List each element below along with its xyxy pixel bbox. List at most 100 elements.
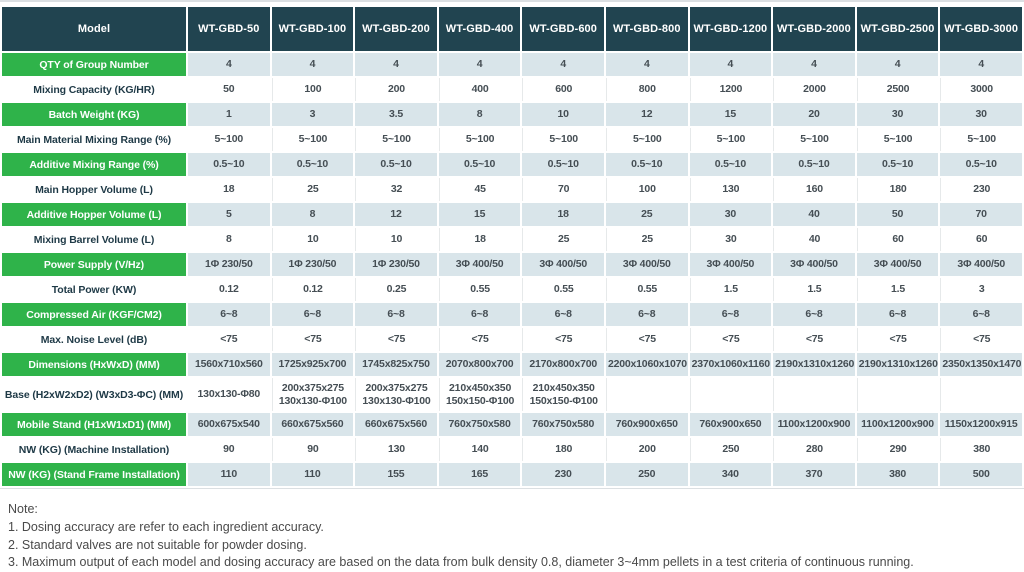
spec-row: Main Hopper Volume (L) 18 25 32 45 70 100 130 16… [2,178,1022,201]
spec-value-cell: 90 [188,438,270,461]
spec-value-cell: <75 [355,328,437,351]
spec-value-cell: 3Φ 400/50 [605,253,688,276]
model-column-header: WT-GBD-1200 [689,7,772,51]
spec-value-cell: 290 [856,438,939,461]
spec-value-cell: 70 [522,178,604,201]
spec-row-label: Main Hopper Volume (L) [2,178,186,201]
spec-value-cell: <75 [522,328,604,351]
spec-value-cell: 2170x800x700 [522,353,604,376]
spec-value-cell: 1100x1200x900 [856,413,939,436]
spec-value-cell: 0.5~10 [856,153,939,176]
spec-value-cell: 370 [773,463,855,486]
spec-value-cell: 60 [856,228,939,251]
spec-value-cell: 4 [940,53,1022,76]
spec-value-cell: 25 [605,228,688,251]
spec-value-cell: 4 [856,53,939,76]
spec-row-label: Additive Mixing Range (%) [2,153,186,176]
spec-row: NW (KG) (Machine Installation) 90 90 130 140… [2,438,1022,461]
spec-row: NW (KG) (Stand Frame Installation) 110 110… [2,463,1022,486]
spec-value-cell: 3Φ 400/50 [940,253,1022,276]
spec-value-cell: 200 [355,78,437,101]
spec-value-cell: 6~8 [940,303,1022,326]
spec-value-cell: 25 [522,228,604,251]
spec-value-cell: 4 [188,53,270,76]
spec-value-cell: 30 [940,103,1022,126]
spec-value-cell: 110 [188,463,270,486]
spec-value-cell: 200 [605,438,688,461]
spec-value-cell: <75 [773,328,855,351]
model-header-cell: Model [2,7,186,51]
spec-value-cell: 3.5 [355,103,437,126]
spec-value-cell: 4 [605,53,688,76]
model-column-header: WT-GBD-2500 [856,7,939,51]
spec-value-cell: 5~100 [605,128,688,151]
spec-value-cell: 5 [188,203,270,226]
spec-value-cell: 3Φ 400/50 [689,253,772,276]
spec-value-cell: 25 [605,203,688,226]
spec-value-cell: 760x750x580 [522,413,604,436]
spec-value-cell: 660x675x560 [271,413,354,436]
spec-value-cell: 15 [438,203,521,226]
spec-value-cell: 0.12 [188,278,270,301]
spec-value-cell: 500 [940,463,1022,486]
notes-section: Note: 1. Dosing accuracy are refer to ea… [8,501,1014,572]
spec-value-cell: 3Φ 400/50 [856,253,939,276]
spec-value-cell: 1Φ 230/50 [188,253,270,276]
spec-value-cell: 130 [689,178,772,201]
spec-value-cell: 2000 [773,78,855,101]
spec-value-cell: 1Φ 230/50 [355,253,437,276]
spec-value-cell: 160 [773,178,855,201]
spec-value-cell: 6~8 [689,303,772,326]
spec-value-cell: 30 [689,228,772,251]
model-column-header: WT-GBD-100 [271,7,354,51]
spec-value-cell: 230 [940,178,1022,201]
spec-row-label: Dimensions (HxWxD) (MM) [2,353,186,376]
spec-row-label: Additive Hopper Volume (L) [2,203,186,226]
spec-value-cell: 0.5~10 [271,153,354,176]
spec-value-cell: 0.5~10 [438,153,521,176]
spec-value-cell: 4 [689,53,772,76]
spec-value-cell: 0.5~10 [188,153,270,176]
spec-value-cell: 5~100 [188,128,270,151]
spec-value-cell: 32 [355,178,437,201]
spec-row-label: QTY of Group Number [2,53,186,76]
spec-value-cell: <75 [940,328,1022,351]
spec-value-cell: 1 [188,103,270,126]
spec-row-label: NW (KG) (Stand Frame Installation) [2,463,186,486]
spec-value-cell-empty [856,378,939,411]
spec-value-cell: 180 [856,178,939,201]
spec-value-cell: 210x450x350 150x150-Φ100 [522,378,604,411]
spec-value-cell: 2190x1310x1260 [773,353,855,376]
spec-value-cell: 4 [773,53,855,76]
spec-value-cell: 60 [940,228,1022,251]
spec-row: Mixing Capacity (KG/HR) 50 100 200 400 600 800… [2,78,1022,101]
spec-row-label: Mixing Capacity (KG/HR) [2,78,186,101]
spec-value-cell: 5~100 [438,128,521,151]
spec-row: Max. Noise Level (dB) <75 <75 <75 <75 <75 <75 <… [2,328,1022,351]
spec-value-cell: 3000 [940,78,1022,101]
spec-value-cell: 140 [438,438,521,461]
notes-title: Note: [8,502,38,516]
spec-value-cell: 20 [773,103,855,126]
spec-value-cell: 250 [605,463,688,486]
spec-value-cell: 1560x710x560 [188,353,270,376]
spec-value-cell: 6~8 [355,303,437,326]
spec-value-cell: 1200 [689,78,772,101]
spec-value-cell: 5~100 [856,128,939,151]
model-column-header: WT-GBD-800 [605,7,688,51]
note-item: 3. Maximum output of each model and dosi… [8,555,914,570]
spec-value-cell: 155 [355,463,437,486]
model-column-header: WT-GBD-50 [188,7,270,51]
spec-row: Batch Weight (KG) 1 3 3.5 8 10 12 15 20 30 30 [2,103,1022,126]
spec-row: Main Material Mixing Range (%) 5~100 5~100… [2,128,1022,151]
spec-value-cell: 3 [940,278,1022,301]
spec-value-cell: 0.5~10 [355,153,437,176]
spec-value-cell: 15 [689,103,772,126]
spec-value-cell: <75 [188,328,270,351]
spec-value-cell: 3 [271,103,354,126]
spec-value-cell: 100 [271,78,354,101]
notes-list: 1. Dosing accuracy are refer to each ing… [8,519,1014,572]
spec-value-cell: 760x900x650 [605,413,688,436]
spec-value-cell: 660x675x560 [355,413,437,436]
